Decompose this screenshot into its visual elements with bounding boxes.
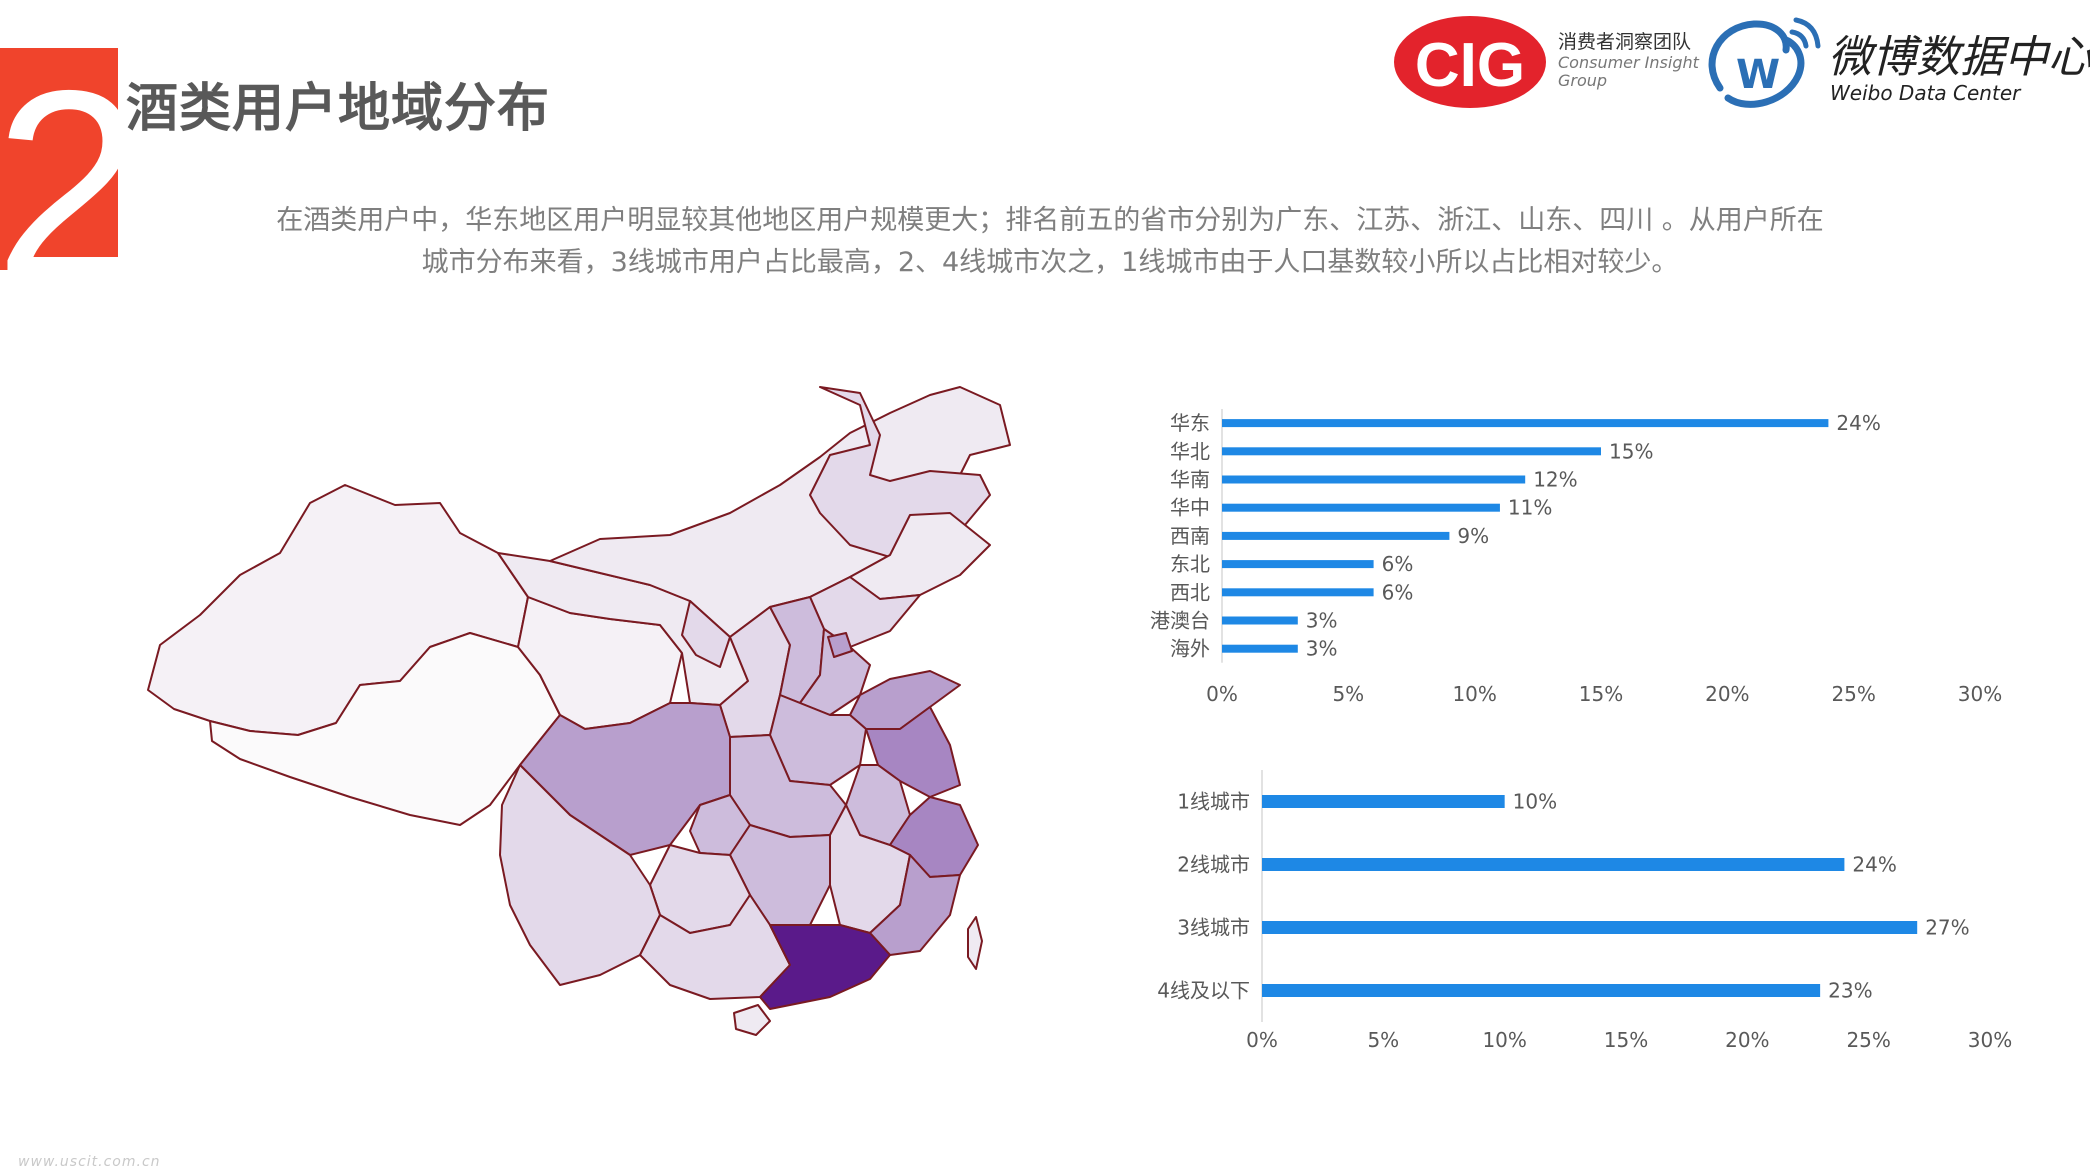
bar [1222,588,1374,597]
map-region-fujian [869,854,961,956]
region-share-bar-chart: 华东 24% 华北 15% 华南 12% 华中 11% 西南 9% 东北 6% 西北 6% 港澳台 3% 海外 3… [1150,409,2002,706]
data-label: 6% [1382,552,1414,576]
category-label: 西南 [1170,524,1210,548]
x-tick-label: 5% [1332,682,1364,706]
category-label: 港澳台 [1150,609,1210,633]
category-label: 东北 [1170,552,1210,576]
map-region-ningxia [681,600,731,668]
bar [1222,644,1298,653]
category-label: 华中 [1170,496,1210,520]
x-tick-label: 0% [1206,682,1238,706]
x-tick-label: 15% [1579,682,1623,706]
section-number-block: 2 [0,48,143,318]
map-region-guangdong [759,924,891,1010]
bar [1222,560,1374,569]
data-label: 11% [1508,496,1552,520]
data-label: 3% [1306,637,1338,661]
x-tick-label: 10% [1452,682,1496,706]
category-label: 西北 [1170,580,1210,604]
data-label: 9% [1457,524,1489,548]
cig-logo-line3: Group [1558,71,1607,90]
x-tick-label: 15% [1604,1028,1648,1052]
map-region-shandong [849,670,961,730]
bar [1222,616,1298,625]
category-label: 华东 [1170,411,1210,435]
cig-logo-line2: Consumer Insight [1558,53,1700,72]
map-region-beijing [827,632,853,658]
x-tick-label: 25% [1831,682,1875,706]
weibo-logo-title: 微博数据中心 [1828,32,2090,83]
data-label: 23% [1828,979,1872,1003]
cig-logo-line1: 消费者洞察团队 [1558,31,1691,53]
bar [1262,795,1505,808]
category-label: 华北 [1170,439,1210,463]
weibo-logo-subtitle: Weibo Data Center [1830,81,2022,105]
map-region-hainan [733,1004,771,1036]
data-label: 24% [1836,411,1880,435]
x-tick-label: 5% [1367,1028,1399,1052]
bar [1222,531,1450,540]
x-tick-label: 0% [1246,1028,1278,1052]
bar [1262,921,1918,934]
bar [1222,503,1500,512]
x-tick-label: 20% [1705,682,1749,706]
data-label: 3% [1306,609,1338,633]
data-label: 27% [1925,916,1969,940]
data-label: 10% [1513,790,1557,814]
map-region-taiwan [967,916,983,970]
bar [1222,475,1526,484]
description-line-1: 在酒类用户中，华东地区用户明显较其他地区用户规模更大；排名前五的省市分别为广东、… [276,205,1824,236]
watermark: www.uscit.com.cn [18,1154,161,1170]
section-number: 2 [0,34,144,334]
category-label: 华南 [1170,468,1210,492]
data-label: 24% [1852,853,1896,877]
category-label: 海外 [1170,637,1210,661]
data-label: 6% [1382,580,1414,604]
data-label: 12% [1533,468,1577,492]
cig-logo-mark: CIG [1415,31,1525,100]
bar [1222,447,1601,456]
page-title: 酒类用户地域分布 [126,79,551,139]
x-tick-label: 30% [1968,1028,2012,1052]
bar [1222,419,1829,428]
description-line-2: 城市分布来看，3线城市用户占比最高，2、4线城市次之，1线城市由于人口基数较小所… [421,247,1679,278]
category-label: 3线城市 [1177,916,1250,940]
bar [1262,858,1845,871]
x-tick-label: 30% [1958,682,2002,706]
category-label: 1线城市 [1177,790,1250,814]
bar [1262,984,1821,997]
weibo-logo-signal [1789,17,1821,49]
x-tick-label: 25% [1846,1028,1890,1052]
weibo-data-center-logo: W 微博数据中心 Weibo Data Center [1708,17,2090,108]
weibo-logo-swirl [1708,20,1805,108]
category-label: 4线及以下 [1157,979,1250,1003]
cig-logo-ellipse [1394,16,1546,108]
x-tick-label: 20% [1725,1028,1769,1052]
weibo-logo-mark: W [1736,52,1780,98]
cig-logo: CIG 消费者洞察团队 Consumer Insight Group [1394,16,1700,108]
data-label: 15% [1609,439,1653,463]
china-region-map [147,386,1011,1036]
description: 在酒类用户中，华东地区用户明显较其他地区用户规模更大；排名前五的省市分别为广东、… [200,200,1900,284]
category-label: 2线城市 [1177,853,1250,877]
city-tier-share-bar-chart: 1线城市 10% 2线城市 24% 3线城市 27% 4线及以下 23% 0% 5% 10% 15% 2… [1157,770,2012,1052]
x-tick-label: 10% [1482,1028,1526,1052]
